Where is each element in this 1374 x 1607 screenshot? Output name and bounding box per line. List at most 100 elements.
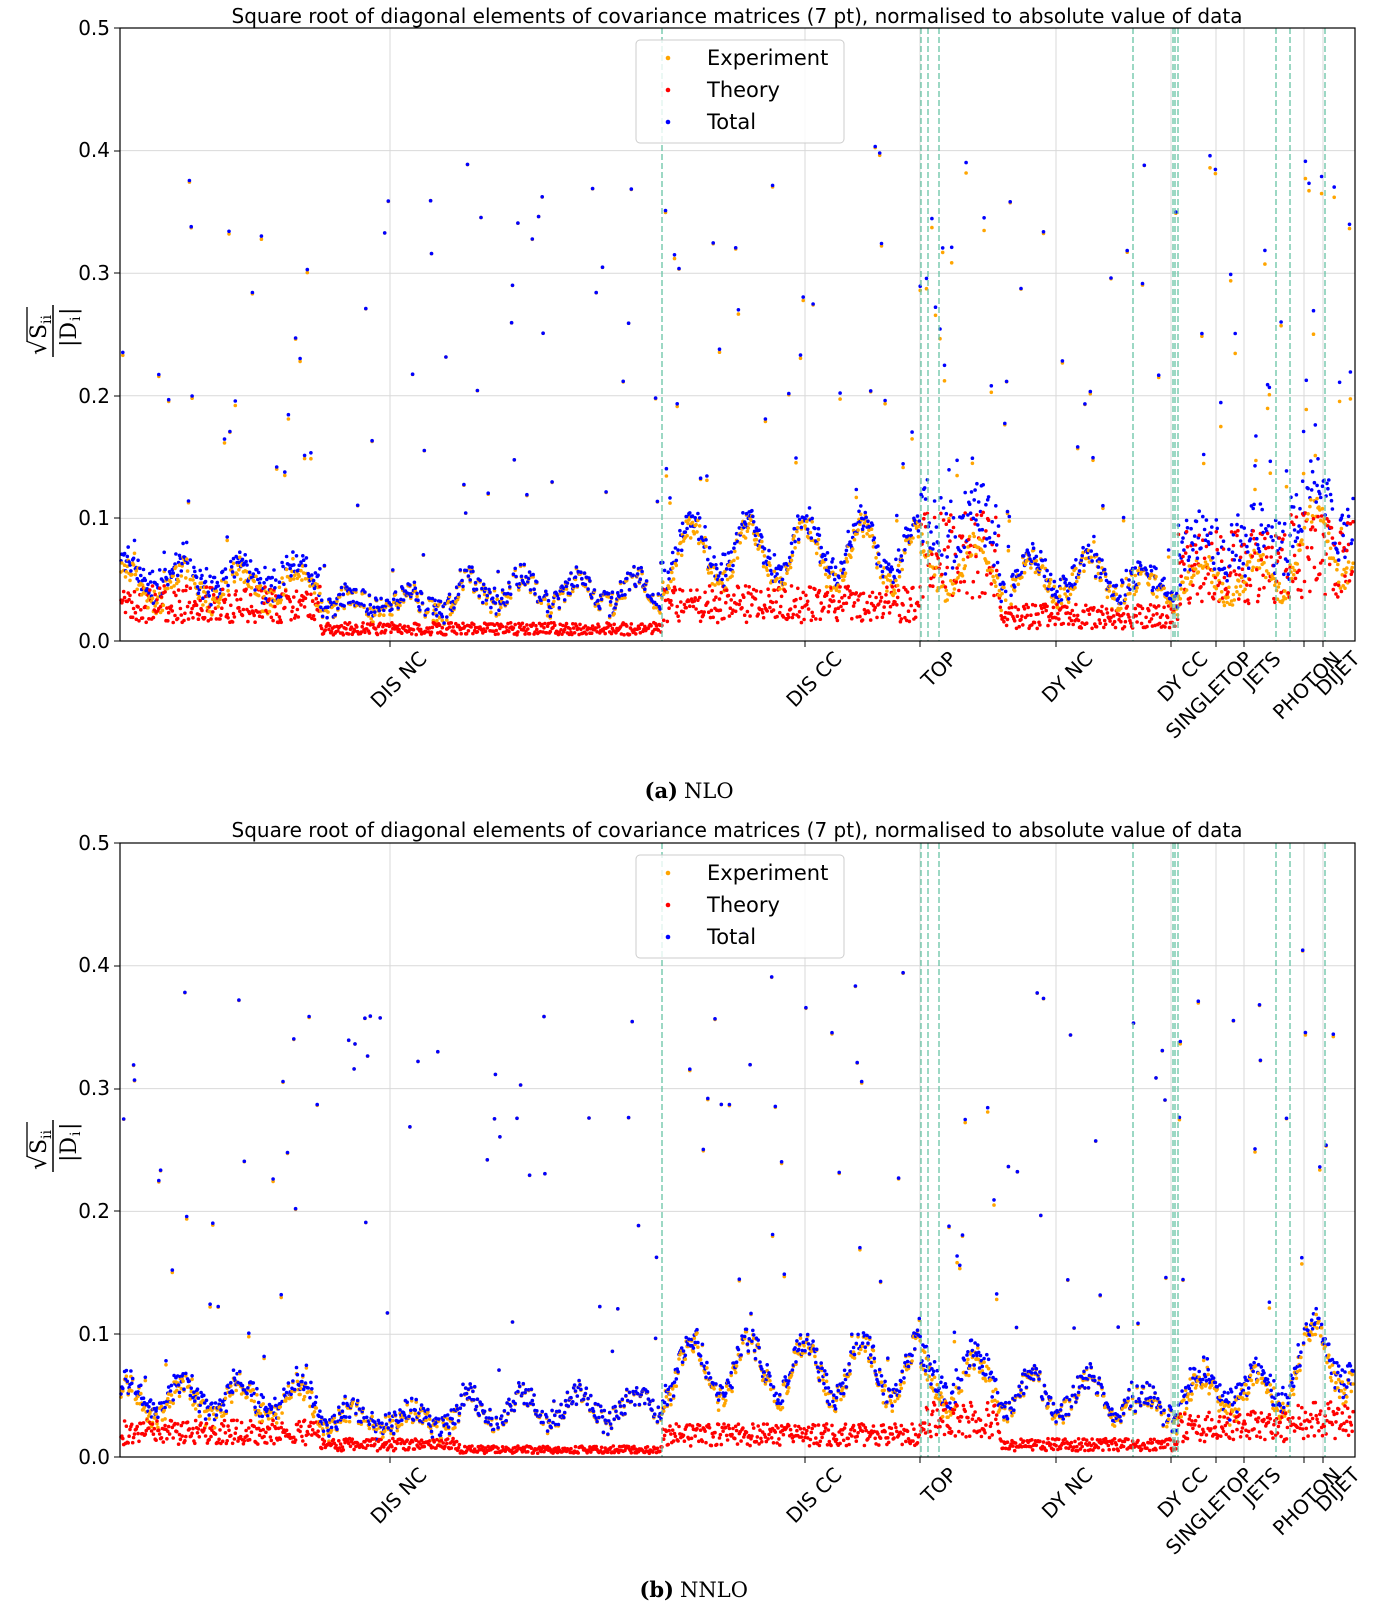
- point-experiment: [1137, 581, 1141, 586]
- point-theory: [213, 1432, 218, 1436]
- point-experiment: [1243, 587, 1247, 592]
- point-theory: [913, 608, 917, 613]
- point-experiment: [901, 465, 905, 470]
- point-total: [987, 536, 992, 540]
- point-experiment: [1196, 570, 1201, 574]
- point-total: [945, 555, 949, 559]
- point-total: [151, 1401, 156, 1406]
- point-total: [683, 530, 688, 534]
- chart-panel-a: Square root of diagonal elements of cova…: [24, 4, 1365, 803]
- point-experiment: [274, 1412, 278, 1416]
- point-theory: [1065, 605, 1069, 609]
- point-theory: [1231, 543, 1236, 548]
- point-experiment: [668, 501, 672, 505]
- point-total: [184, 1214, 189, 1219]
- point-theory: [161, 1440, 166, 1444]
- point-experiment: [944, 588, 949, 593]
- point-total: [141, 567, 146, 572]
- point-total: [817, 533, 822, 537]
- point-total: [229, 559, 233, 564]
- point-experiment: [1210, 580, 1214, 585]
- point-theory: [397, 627, 401, 632]
- point-theory: [603, 631, 607, 636]
- point-theory: [749, 592, 753, 596]
- point-total: [1309, 459, 1313, 463]
- point-total: [994, 543, 999, 547]
- point-theory: [291, 605, 295, 609]
- point-total: [1119, 601, 1123, 605]
- point-total: [1162, 576, 1166, 581]
- point-total: [675, 402, 679, 406]
- point-experiment: [1092, 540, 1096, 544]
- point-total: [286, 412, 291, 417]
- point-theory: [424, 629, 428, 634]
- point-total: [1234, 553, 1238, 558]
- point-total: [407, 592, 411, 596]
- point-theory: [496, 632, 500, 636]
- point-theory: [844, 601, 849, 605]
- point-experiment: [688, 536, 693, 540]
- point-experiment: [302, 456, 307, 461]
- point-experiment: [730, 574, 734, 578]
- point-theory: [1234, 572, 1238, 577]
- point-total: [381, 604, 385, 609]
- point-total: [413, 586, 418, 590]
- point-total: [1081, 545, 1085, 550]
- point-theory: [245, 1434, 249, 1438]
- point-theory: [788, 607, 793, 611]
- point-total: [632, 564, 636, 569]
- point-theory: [811, 614, 815, 618]
- point-theory: [798, 596, 803, 601]
- point-theory: [175, 1422, 180, 1426]
- point-theory: [1156, 604, 1161, 608]
- point-experiment: [695, 530, 699, 534]
- point-experiment: [1263, 262, 1267, 266]
- point-total: [462, 482, 466, 487]
- point-total: [1200, 331, 1204, 336]
- point-experiment: [1266, 571, 1271, 576]
- point-experiment: [197, 595, 202, 599]
- point-experiment: [223, 1396, 228, 1401]
- point-theory: [242, 1439, 247, 1443]
- point-experiment: [489, 610, 493, 615]
- point-experiment: [990, 569, 994, 573]
- point-theory: [1048, 618, 1052, 623]
- point-theory: [525, 623, 529, 627]
- point-theory: [122, 595, 127, 600]
- point-theory: [121, 1436, 125, 1441]
- point-theory: [289, 618, 293, 622]
- point-total: [1272, 563, 1276, 568]
- point-total: [796, 514, 800, 518]
- point-total: [1192, 534, 1197, 538]
- point-total: [863, 510, 868, 515]
- point-experiment: [163, 1417, 167, 1421]
- point-total: [204, 1398, 209, 1403]
- point-total: [508, 585, 512, 589]
- point-total: [715, 566, 719, 571]
- point-theory: [793, 604, 797, 609]
- point-total: [197, 1409, 202, 1414]
- point-experiment: [237, 568, 241, 572]
- point-total: [974, 518, 978, 522]
- point-total: [327, 1434, 331, 1438]
- point-theory: [697, 595, 702, 600]
- point-theory: [882, 605, 886, 609]
- point-theory: [946, 545, 950, 549]
- point-experiment: [1184, 588, 1189, 592]
- point-total: [465, 162, 470, 167]
- point-theory: [235, 1418, 239, 1423]
- point-total: [182, 1387, 186, 1391]
- point-theory: [874, 595, 878, 600]
- point-total: [723, 552, 727, 557]
- y-ticks-a: [114, 27, 120, 642]
- point-total: [201, 596, 205, 600]
- point-total: [582, 571, 587, 575]
- point-theory: [1123, 619, 1128, 624]
- point-experiment: [1309, 498, 1313, 502]
- point-experiment: [1276, 585, 1281, 589]
- point-theory: [584, 632, 589, 636]
- point-experiment: [1009, 602, 1013, 606]
- point-theory: [756, 612, 760, 616]
- point-experiment: [130, 572, 134, 577]
- point-theory: [1259, 558, 1264, 562]
